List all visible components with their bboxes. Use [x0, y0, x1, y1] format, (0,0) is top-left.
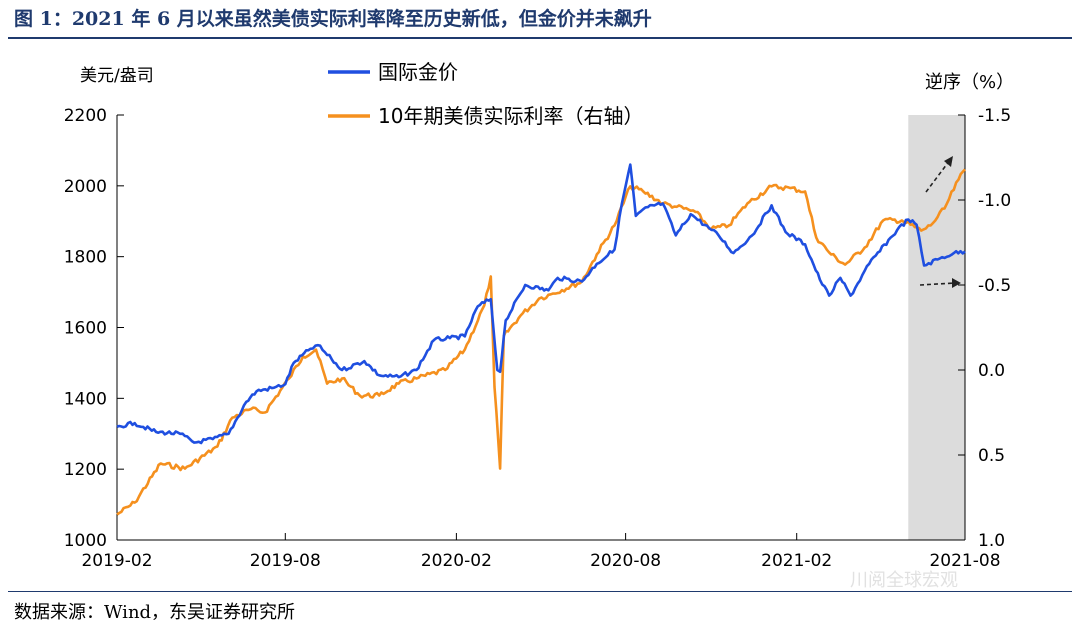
left-axis-label: 美元/盎司 — [80, 66, 154, 86]
legend: 国际金价 10年期美债实际利率（右轴） — [328, 60, 643, 128]
arrow-up-head-icon — [944, 156, 953, 167]
x-tick-label: 2020-02 — [421, 551, 492, 571]
arrow-right-head-icon — [952, 278, 961, 288]
x-tick-label: 2019-02 — [81, 551, 152, 571]
x-tick-label: 2020-08 — [590, 551, 661, 571]
arrow-right-icon — [919, 282, 956, 286]
axes — [116, 115, 966, 541]
right-tick-label: -0.5 — [978, 276, 1011, 296]
left-tick-label: 1400 — [64, 389, 107, 409]
chart-area: 1000 1200 1400 1600 1800 2000 2200 1.0 0.5 0.0 -0.… — [64, 60, 1014, 571]
x-tick-label: 2021-02 — [761, 551, 832, 571]
left-tick-label: 2000 — [64, 177, 107, 197]
trend-arrows — [919, 159, 956, 286]
real-rate-line — [116, 168, 966, 516]
right-axis-label: 逆序（%） — [925, 72, 1014, 93]
watermark: 川阅全球宏观 — [850, 570, 958, 591]
left-tick-label: 1200 — [64, 460, 107, 480]
right-tick-label: -1.0 — [978, 191, 1011, 211]
left-tick-label: 1600 — [64, 319, 107, 339]
left-tick-label: 1800 — [64, 248, 107, 268]
left-tick-label: 1000 — [64, 531, 107, 551]
x-tick-label: 2021-08 — [929, 551, 1000, 571]
legend-label-gold: 国际金价 — [378, 60, 458, 84]
figure-title: 图 1：2021 年 6 月以来虽然美债实际利率降至历史新低，但金价并未飙升 — [14, 8, 652, 30]
x-tick-label: 2019-08 — [250, 551, 321, 571]
footer-rule — [8, 591, 1072, 592]
gold-price-line — [116, 163, 966, 445]
right-tick-label: 1.0 — [978, 531, 1005, 551]
right-tick-label: 0.0 — [978, 361, 1005, 381]
left-tick-label: 2200 — [64, 106, 107, 126]
legend-label-rate: 10年期美债实际利率（右轴） — [378, 104, 643, 128]
right-tick-label: -1.5 — [978, 106, 1011, 126]
right-tick-label: 0.5 — [978, 446, 1005, 466]
title-rule — [8, 37, 1072, 39]
source-note: 数据来源：Wind，东吴证券研究所 — [14, 602, 296, 623]
